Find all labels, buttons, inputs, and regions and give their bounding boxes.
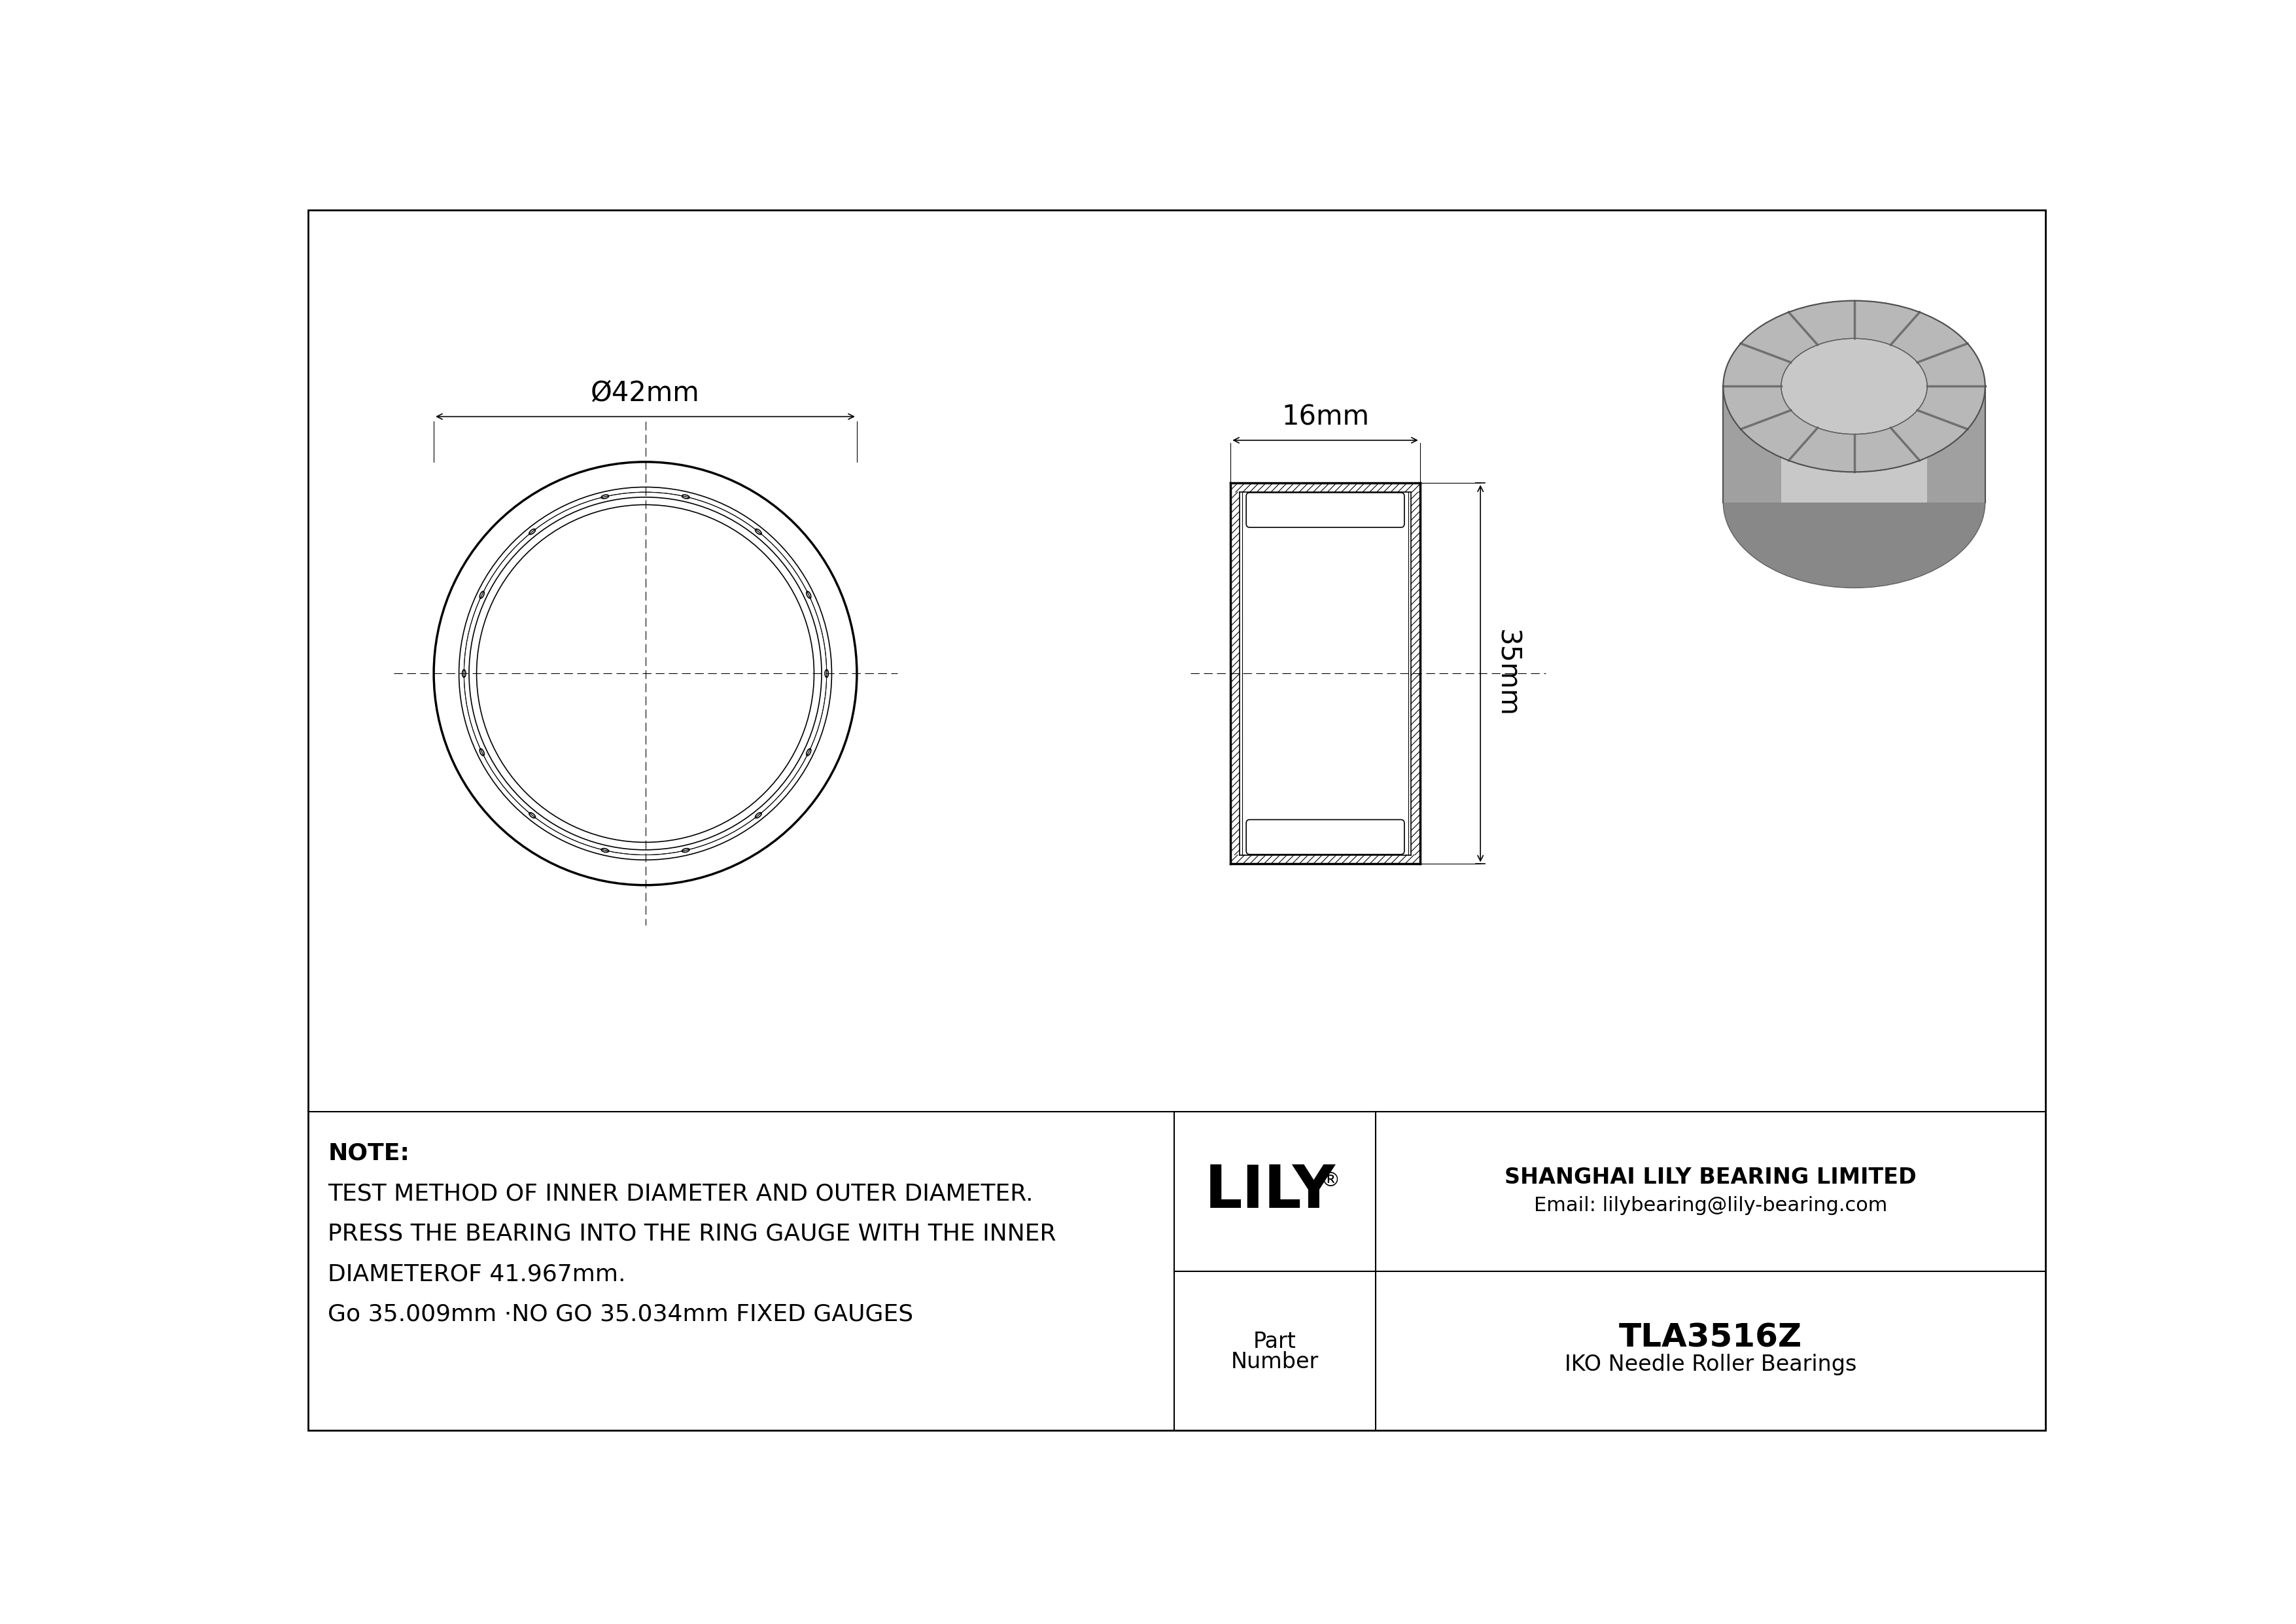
Ellipse shape	[1724, 417, 1986, 588]
Text: Go 35.009mm ·NO GO 35.034mm FIXED GAUGES: Go 35.009mm ·NO GO 35.034mm FIXED GAUGES	[328, 1304, 914, 1325]
Text: 35mm: 35mm	[1492, 630, 1520, 718]
Text: ®: ®	[1320, 1171, 1341, 1190]
Text: TEST METHOD OF INNER DIAMETER AND OUTER DIAMETER.: TEST METHOD OF INNER DIAMETER AND OUTER …	[328, 1182, 1033, 1205]
Text: IKO Needle Roller Bearings: IKO Needle Roller Bearings	[1564, 1354, 1857, 1376]
Text: Number: Number	[1231, 1351, 1318, 1372]
Text: SHANGHAI LILY BEARING LIMITED: SHANGHAI LILY BEARING LIMITED	[1504, 1166, 1917, 1189]
Text: PRESS THE BEARING INTO THE RING GAUGE WITH THE INNER: PRESS THE BEARING INTO THE RING GAUGE WI…	[328, 1223, 1056, 1246]
Text: DIAMETEROF 41.967mm.: DIAMETEROF 41.967mm.	[328, 1263, 627, 1285]
Polygon shape	[1724, 387, 1986, 502]
Text: Ø42mm: Ø42mm	[590, 378, 700, 406]
Text: LILY: LILY	[1205, 1163, 1336, 1220]
Text: Email: lilybearing@lily-bearing.com: Email: lilybearing@lily-bearing.com	[1534, 1195, 1887, 1215]
Polygon shape	[1782, 387, 1926, 502]
Text: NOTE:: NOTE:	[328, 1142, 409, 1164]
Ellipse shape	[1782, 338, 1926, 434]
Text: Part: Part	[1254, 1330, 1297, 1353]
Text: TLA3516Z: TLA3516Z	[1619, 1322, 1802, 1354]
Text: 16mm: 16mm	[1281, 404, 1368, 430]
Ellipse shape	[1724, 300, 1986, 473]
